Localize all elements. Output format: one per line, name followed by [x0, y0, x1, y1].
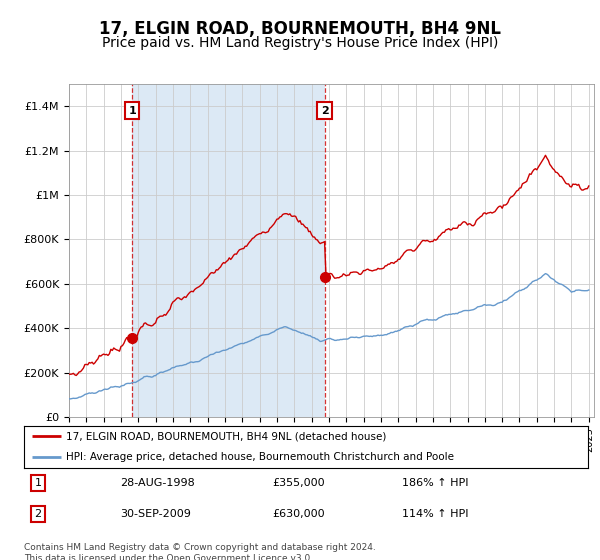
Text: £355,000: £355,000 — [272, 478, 325, 488]
Text: £630,000: £630,000 — [272, 509, 325, 519]
Text: Contains HM Land Registry data © Crown copyright and database right 2024.
This d: Contains HM Land Registry data © Crown c… — [24, 543, 376, 560]
Text: 17, ELGIN ROAD, BOURNEMOUTH, BH4 9NL: 17, ELGIN ROAD, BOURNEMOUTH, BH4 9NL — [99, 20, 501, 38]
Text: HPI: Average price, detached house, Bournemouth Christchurch and Poole: HPI: Average price, detached house, Bour… — [66, 452, 454, 462]
Text: 2: 2 — [320, 106, 328, 116]
Text: 17, ELGIN ROAD, BOURNEMOUTH, BH4 9NL (detached house): 17, ELGIN ROAD, BOURNEMOUTH, BH4 9NL (de… — [66, 431, 386, 441]
Text: Price paid vs. HM Land Registry's House Price Index (HPI): Price paid vs. HM Land Registry's House … — [102, 36, 498, 50]
Text: 28-AUG-1998: 28-AUG-1998 — [120, 478, 194, 488]
Text: 1: 1 — [35, 478, 41, 488]
Text: 186% ↑ HPI: 186% ↑ HPI — [402, 478, 469, 488]
Text: 114% ↑ HPI: 114% ↑ HPI — [402, 509, 469, 519]
Text: 30-SEP-2009: 30-SEP-2009 — [120, 509, 191, 519]
Text: 2: 2 — [35, 509, 41, 519]
Bar — [132, 84, 325, 417]
Text: 1: 1 — [128, 106, 136, 116]
